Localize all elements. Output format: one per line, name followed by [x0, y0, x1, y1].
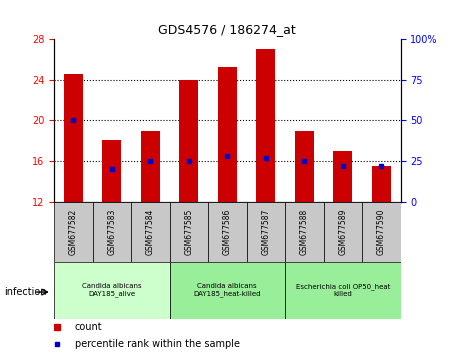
Bar — [54, 202, 93, 262]
Bar — [170, 202, 208, 262]
Text: GSM677583: GSM677583 — [107, 209, 116, 255]
Text: GSM677585: GSM677585 — [184, 209, 193, 255]
Text: GSM677589: GSM677589 — [338, 209, 347, 255]
Text: GSM677584: GSM677584 — [146, 209, 155, 255]
Text: Candida albicans
DAY185_heat-killed: Candida albicans DAY185_heat-killed — [194, 284, 261, 297]
Bar — [218, 67, 237, 202]
Bar — [324, 202, 362, 262]
Text: percentile rank within the sample: percentile rank within the sample — [75, 339, 240, 349]
Bar — [131, 202, 170, 262]
Bar — [285, 262, 400, 319]
Bar — [102, 140, 122, 202]
Bar — [170, 262, 285, 319]
Bar — [208, 202, 247, 262]
Bar — [93, 202, 131, 262]
Bar — [295, 131, 314, 202]
Bar — [285, 202, 324, 262]
Text: Escherichia coli OP50_heat
killed: Escherichia coli OP50_heat killed — [296, 284, 390, 297]
Bar — [140, 131, 160, 202]
Text: GSM677588: GSM677588 — [300, 209, 309, 255]
Bar — [63, 74, 83, 202]
Bar — [179, 80, 198, 202]
Bar — [333, 151, 352, 202]
Text: GSM677582: GSM677582 — [69, 209, 78, 255]
Title: GDS4576 / 186274_at: GDS4576 / 186274_at — [158, 23, 296, 36]
Bar — [247, 202, 285, 262]
Text: GSM677586: GSM677586 — [223, 209, 232, 255]
Text: GSM677590: GSM677590 — [377, 209, 386, 255]
Bar — [372, 166, 391, 202]
Text: Candida albicans
DAY185_alive: Candida albicans DAY185_alive — [82, 284, 142, 297]
Text: infection: infection — [4, 287, 47, 297]
Text: GSM677587: GSM677587 — [261, 209, 270, 255]
Bar — [362, 202, 400, 262]
Bar — [256, 49, 275, 202]
Text: count: count — [75, 321, 103, 332]
Bar — [54, 262, 170, 319]
